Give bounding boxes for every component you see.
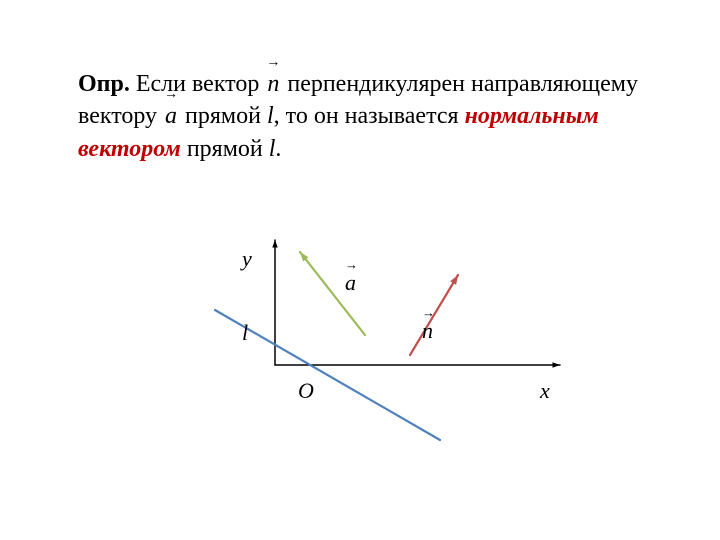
vector-a-label: a xyxy=(345,270,356,296)
vec-a-symbol: a xyxy=(163,100,179,132)
txt5: прямой xyxy=(181,136,269,162)
x-axis-label: x xyxy=(540,378,550,404)
txt3: прямой xyxy=(179,103,267,129)
diagram-svg xyxy=(200,230,580,460)
y-axis-label: y xyxy=(242,246,252,272)
txt4: , то он называется xyxy=(274,103,465,129)
coordinate-diagram: y x l O a n xyxy=(200,230,580,460)
line-l-ref: l xyxy=(267,103,274,129)
txt6: . xyxy=(275,136,281,162)
vec-n-symbol: n xyxy=(265,68,281,100)
origin-label: O xyxy=(298,378,314,404)
vector-n-label: n xyxy=(422,318,433,344)
line-l-label: l xyxy=(242,320,248,346)
opr-label: Опр. xyxy=(78,71,130,97)
txt1: Если вектор xyxy=(130,71,266,97)
definition-text: Опр. Если вектор n перпендикулярен напра… xyxy=(78,68,658,165)
